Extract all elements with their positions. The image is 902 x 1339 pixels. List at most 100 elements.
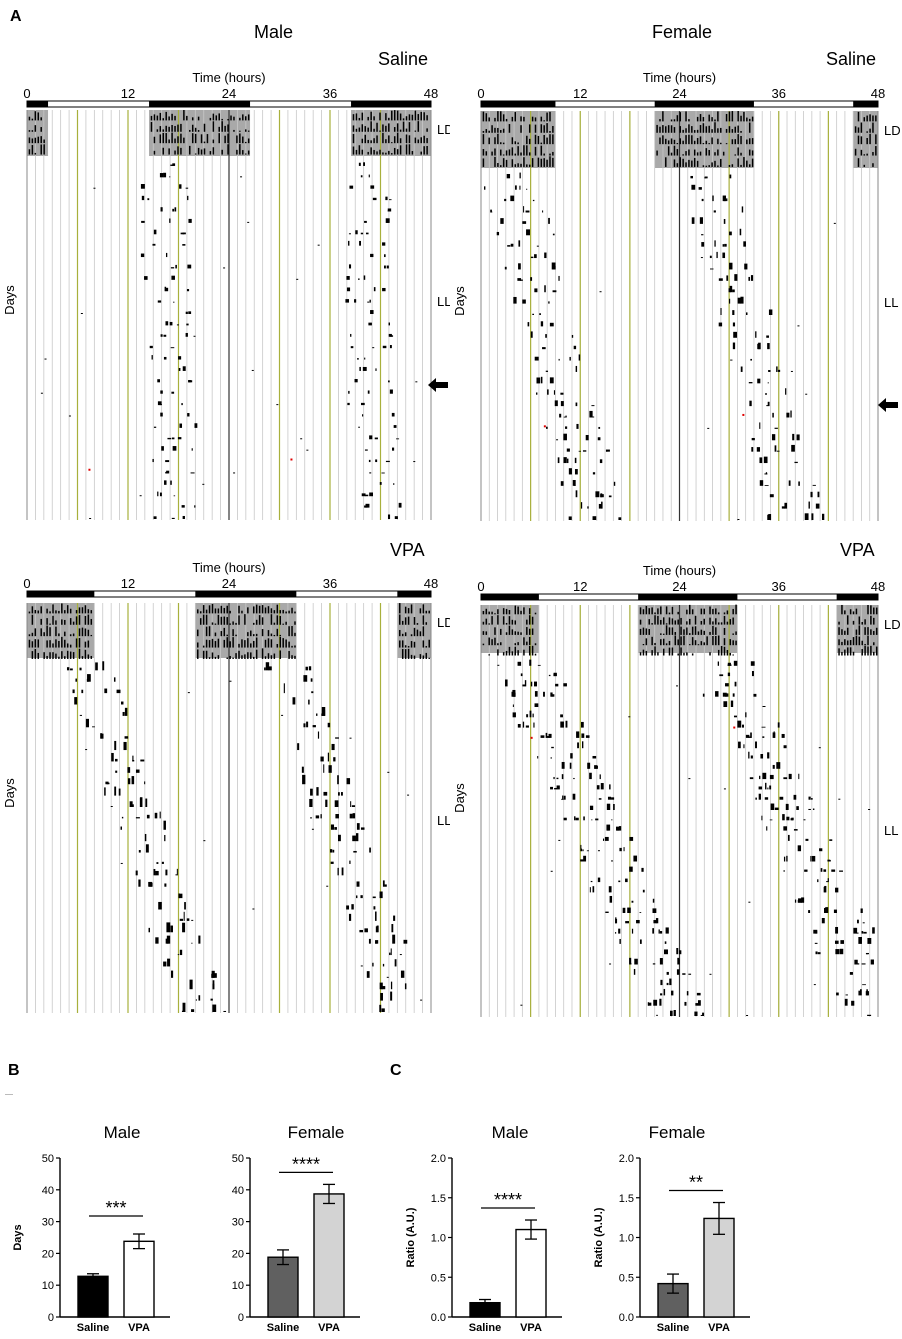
activity-mark	[846, 640, 849, 646]
activity-mark	[740, 115, 742, 122]
activity-mark	[670, 119, 673, 122]
activity-mark	[40, 392, 43, 394]
ld-label: LD	[437, 615, 450, 630]
activity-mark	[875, 115, 877, 122]
activity-mark	[572, 480, 576, 486]
activity-mark	[203, 840, 206, 842]
y-tick-label: 10	[232, 1280, 244, 1292]
activity-mark	[549, 131, 551, 133]
activity-mark	[708, 143, 710, 145]
activity-mark	[118, 788, 121, 796]
activity-mark	[700, 1014, 704, 1016]
red-marker	[290, 458, 293, 461]
activity-mark	[163, 334, 167, 337]
activity-mark	[691, 160, 693, 167]
activity-mark	[180, 123, 182, 132]
activity-mark	[668, 640, 671, 646]
activity-mark	[179, 918, 184, 921]
activity-mark	[337, 834, 341, 842]
activity-mark	[642, 649, 645, 656]
activity-mark	[79, 714, 82, 716]
activity-mark	[282, 623, 284, 625]
activity-mark	[308, 666, 312, 671]
activity-mark	[388, 380, 390, 383]
activity-mark	[244, 153, 247, 155]
activity-mark	[160, 334, 163, 337]
dark-phase-segment	[27, 101, 49, 107]
activity-mark	[737, 134, 739, 145]
activity-mark	[540, 376, 543, 384]
activity-mark	[188, 218, 192, 223]
male-title: Male	[254, 22, 294, 42]
activity-mark	[779, 796, 784, 800]
activity-mark	[864, 619, 866, 625]
activity-mark	[703, 642, 705, 646]
activity-mark	[522, 684, 526, 687]
y-tick-label: 1.5	[431, 1193, 446, 1205]
activity-mark	[66, 643, 69, 648]
activity-mark	[87, 614, 90, 625]
activity-mark	[399, 954, 402, 956]
activity-mark	[273, 622, 276, 625]
activity-mark	[165, 133, 167, 144]
activity-mark	[618, 517, 622, 520]
activity-mark	[725, 113, 728, 122]
activity-mark	[676, 947, 679, 955]
activity-mark	[651, 636, 653, 646]
activity-mark	[597, 437, 601, 441]
activity-mark	[363, 162, 366, 166]
activity-mark	[595, 818, 599, 821]
activity-mark	[663, 988, 666, 996]
activity-mark	[252, 606, 255, 614]
activity-mark	[381, 1008, 385, 1012]
activity-mark	[726, 650, 729, 656]
activity-mark	[788, 480, 791, 486]
activity-mark	[639, 652, 642, 656]
activity-mark	[165, 869, 168, 876]
activity-mark	[422, 655, 425, 659]
activity-mark	[279, 634, 281, 637]
activity-mark	[171, 124, 173, 132]
activity-mark	[771, 434, 776, 441]
activity-mark	[684, 1001, 687, 1006]
activity-mark	[616, 826, 620, 831]
bar	[77, 1275, 109, 1318]
activity-mark	[751, 437, 755, 441]
activity-mark	[165, 111, 167, 121]
activity-mark	[805, 838, 809, 841]
activity-mark	[769, 819, 773, 821]
activity-mark	[494, 637, 496, 646]
activity-mark	[628, 716, 631, 718]
activity-mark	[865, 953, 868, 955]
activity-mark	[407, 794, 410, 796]
activity-mark	[247, 130, 250, 132]
activity-mark	[565, 426, 568, 429]
activity-mark	[373, 149, 375, 155]
activity-mark	[517, 278, 522, 281]
activity-mark	[385, 460, 390, 463]
activity-mark	[153, 114, 156, 121]
activity-mark	[372, 197, 377, 201]
activity-mark	[69, 651, 72, 659]
activity-mark	[861, 622, 863, 625]
activity-mark	[199, 611, 202, 614]
activity-mark	[668, 647, 671, 656]
activity-mark	[221, 118, 223, 121]
activity-mark	[696, 152, 699, 156]
activity-mark	[500, 130, 502, 133]
activity-mark	[673, 119, 676, 122]
activity-mark	[359, 929, 364, 933]
activity-mark	[717, 612, 720, 615]
activity-mark	[217, 638, 220, 648]
activity-mark	[658, 929, 660, 934]
activity-mark	[534, 124, 537, 133]
activity-mark	[402, 118, 405, 121]
activity-mark	[540, 116, 543, 122]
activity-mark	[482, 134, 485, 145]
activity-mark	[185, 187, 189, 189]
activity-mark	[808, 501, 810, 509]
activity-mark	[555, 683, 559, 687]
activity-mark	[232, 637, 234, 648]
activity-mark	[291, 607, 293, 614]
